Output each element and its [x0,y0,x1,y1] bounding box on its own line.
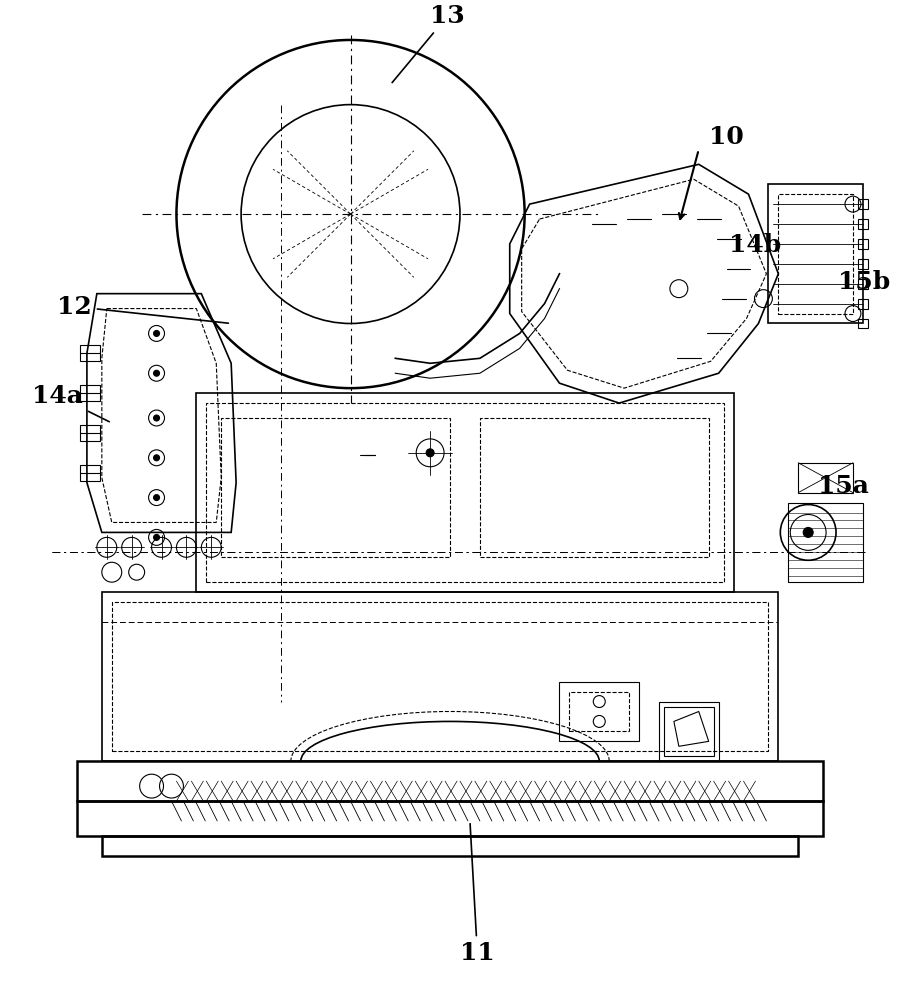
Circle shape [154,534,160,540]
Text: 11: 11 [460,824,494,965]
Bar [798,463,853,493]
Bar [197,393,734,592]
Bar [664,707,714,756]
Text: 14b: 14b [728,233,781,257]
Bar [77,761,824,801]
Bar [101,836,798,856]
Bar [858,299,868,309]
Bar [858,239,868,249]
Bar [112,602,769,751]
Circle shape [154,455,160,461]
Bar [77,801,824,836]
Bar [80,425,100,441]
Bar [779,194,853,314]
Bar [80,465,100,481]
Circle shape [154,370,160,376]
Bar [769,184,863,323]
Text: 13: 13 [392,4,465,83]
Bar [80,385,100,401]
Bar [480,418,708,557]
Bar [858,219,868,229]
Circle shape [154,415,160,421]
Circle shape [426,449,434,457]
Bar [569,692,629,731]
Text: 15b: 15b [838,270,890,294]
Bar [858,279,868,289]
Bar [559,682,639,741]
Bar [788,503,863,582]
Bar [101,592,779,761]
Bar [858,199,868,209]
Circle shape [154,330,160,336]
Bar [221,418,450,557]
Bar [858,319,868,328]
Bar [80,345,100,361]
Bar [207,403,724,582]
Bar [659,702,718,761]
Text: 10: 10 [708,125,743,149]
Text: 14a: 14a [32,384,110,422]
Circle shape [154,495,160,501]
Text: 15a: 15a [818,474,869,498]
Text: 12: 12 [57,295,228,323]
Bar [858,259,868,269]
Circle shape [803,527,813,537]
